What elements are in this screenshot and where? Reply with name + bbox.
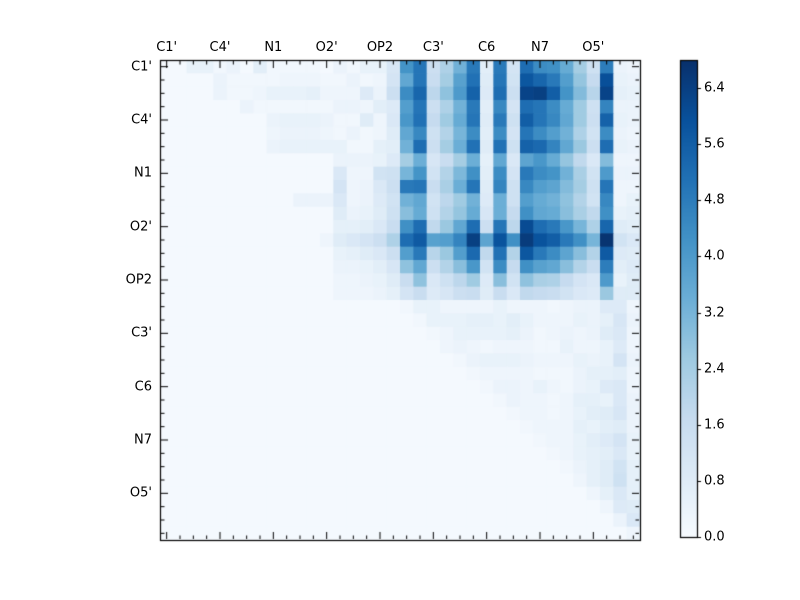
y-tick-label: C6 (134, 379, 152, 395)
x-tick-label: O2' (315, 40, 338, 55)
x-tick-label: N7 (531, 40, 549, 55)
x-tick-label: OP2 (366, 40, 394, 55)
colorbar-tick-label: 4.0 (704, 248, 725, 264)
y-tick-label: N7 (134, 432, 152, 448)
y-tick-label: O5' (129, 485, 152, 501)
colorbar-tick-label: 0.0 (704, 529, 725, 545)
x-tick-label: N1 (264, 40, 283, 55)
colorbar-tick-label: 0.8 (704, 473, 725, 489)
colorbar-tick-label: 6.4 (704, 80, 725, 96)
colorbar-tick-label: 3.2 (704, 305, 725, 321)
x-tick-label: C1' (156, 40, 178, 55)
x-tick-label: C3' (422, 40, 444, 55)
x-tick-label: C4' (209, 40, 231, 55)
y-tick-label: C4' (131, 112, 152, 128)
y-tick-label: C3' (131, 325, 152, 341)
colorbar-tick-label: 5.6 (704, 136, 725, 152)
x-tick-label: O5' (582, 40, 605, 55)
x-tick-label: C6 (477, 40, 496, 55)
y-tick-label: OP2 (125, 272, 152, 288)
colorbar-tick-label: 2.4 (704, 361, 725, 377)
colorbar-tick-label: 1.6 (704, 417, 725, 433)
y-tick-label: O2' (129, 219, 152, 235)
y-tick-label: C1' (131, 59, 152, 75)
y-tick-label: N1 (134, 165, 152, 181)
colorbar-tick-label: 4.8 (704, 192, 725, 208)
